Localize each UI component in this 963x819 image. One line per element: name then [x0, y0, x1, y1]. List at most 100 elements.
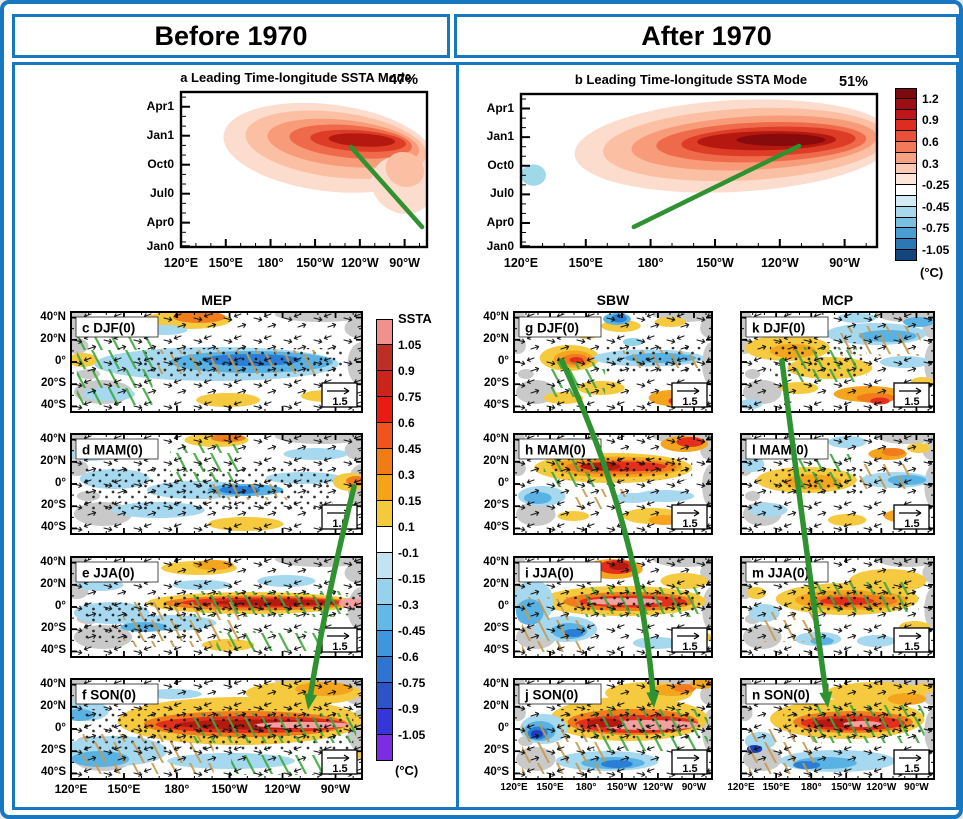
top-colorbar-segment — [895, 174, 917, 186]
top-colorbar-segment — [895, 206, 917, 218]
ssta-colorbar-tick: -0.1 — [398, 546, 419, 560]
map-column-title-MEP: MEP — [201, 292, 232, 308]
lat-tick-label: 40°S — [483, 644, 509, 657]
column-divider — [456, 62, 459, 810]
top-colorbar-segment — [895, 217, 917, 229]
ssta-colorbar-segment — [376, 371, 393, 397]
lon-tick-label: 150°W — [831, 782, 862, 793]
lat-tick-label: 0° — [55, 600, 66, 612]
top-colorbar-tick: -0.45 — [922, 199, 950, 214]
top-colorbar-tick: 0.9 — [922, 113, 939, 128]
lon-tick-label: 120°E — [500, 782, 528, 793]
panel-letter-season: e JJA(0) — [82, 566, 135, 581]
panel-label-box — [75, 561, 159, 583]
vector-reference-box — [893, 627, 930, 653]
axis-ticks — [180, 96, 421, 248]
ssta-colorbar-segment — [376, 735, 393, 761]
time-tick-label: Apr1 — [146, 98, 174, 113]
reference-arrow-icon — [899, 387, 922, 395]
time-tick-label: Apr0 — [486, 214, 514, 229]
ssta-colorbar-tick: 0.1 — [398, 520, 415, 534]
lat-tick-label: 40°N — [40, 310, 66, 323]
vector-reference-value: 1.5 — [332, 763, 347, 775]
vector-reference-box — [321, 749, 358, 775]
ssta-colorbar-segment — [376, 319, 393, 345]
map-panel-f: f SON(0) 1.5 — [70, 678, 363, 780]
lon-tick-label: 150°E — [536, 782, 564, 793]
ssta-colorbar-tick: -0.15 — [398, 572, 426, 586]
lat-tick-label: 0° — [55, 722, 66, 734]
lat-tick-label: 40°S — [40, 399, 66, 412]
map-panel-j: j SON(0) 1.5 — [513, 678, 713, 780]
time-tick-label: Oct0 — [487, 157, 514, 172]
ssta-colorbar-tick: 0.6 — [398, 416, 415, 430]
reference-arrow-icon — [899, 509, 922, 517]
lon-tick-label: 120°W — [760, 256, 799, 270]
panel-letter-season: g DJF(0) — [525, 321, 579, 336]
top-colorbar-segment — [895, 142, 917, 153]
lat-tick-label: 40°N — [483, 677, 509, 690]
lat-tick-label: 20°N — [483, 577, 509, 590]
lat-tick-label: 20°S — [40, 622, 66, 635]
lon-tick-label: 120°W — [642, 782, 673, 793]
vector-reference-value: 1.5 — [682, 763, 697, 775]
vector-reference-box — [671, 627, 708, 653]
vector-reference-value: 1.5 — [904, 396, 919, 408]
lon-tick-label: 180° — [257, 256, 284, 270]
header-after-label: After 1970 — [641, 20, 772, 51]
lon-tick-label: 150°W — [696, 256, 734, 270]
top-colorbar-segment — [895, 152, 917, 164]
ssta-colorbar-segment — [376, 657, 393, 683]
ssta-colorbar-segment — [376, 579, 393, 605]
reference-arrow-icon — [677, 754, 700, 762]
map-panel-n: n SON(0) 1.5 — [740, 678, 935, 780]
ssta-colorbar-tick: -0.45 — [398, 624, 426, 638]
top-colorbar-segment — [895, 185, 917, 196]
lat-tick-label: 20°N — [483, 454, 509, 467]
hovmoller-panel-b — [519, 92, 879, 249]
map-panel-d: d MAM(0) 1.5 — [70, 433, 363, 535]
lat-tick-label: 20°N — [483, 699, 509, 712]
lat-tick-label: 20°S — [40, 499, 66, 512]
lon-tick-label: 90°W — [389, 256, 420, 270]
top-colorbar-segment — [895, 196, 917, 207]
panel-letter-season: d MAM(0) — [82, 443, 143, 458]
reference-arrow-icon — [327, 387, 350, 395]
top-colorbar-segment — [895, 120, 917, 132]
vector-reference-box — [671, 382, 708, 408]
lon-tick-label: 90°W — [681, 782, 707, 793]
ssta-colorbar-segment — [376, 683, 393, 709]
lat-tick-label: 20°S — [483, 377, 509, 390]
map-content — [741, 679, 934, 779]
contour-blob — [328, 133, 395, 147]
reference-arrow-icon — [677, 387, 700, 395]
lat-tick-label: 0° — [55, 355, 66, 367]
panel-letter-season: c DJF(0) — [82, 321, 135, 336]
onset-tilt-line — [631, 143, 802, 230]
top-colorbar-segment — [895, 109, 917, 121]
map-panel-h: h MAM(0) 1.5 — [513, 433, 713, 535]
plot-frame — [179, 90, 429, 249]
vector-reference-value: 1.5 — [332, 518, 347, 530]
time-tick-label: Jan1 — [486, 129, 514, 144]
hovmoller-title-a: a Leading Time-longitude SSTA Mode — [180, 70, 412, 85]
time-tick-label: Jan1 — [146, 127, 174, 142]
hovmoller-title-b: b Leading Time-longitude SSTA Mode — [574, 72, 808, 87]
lat-tick-label: 40°N — [40, 555, 66, 568]
ssta-colorbar-segment — [376, 475, 393, 501]
ssta-colorbar-segment — [376, 423, 393, 449]
time-tick-label: Jul0 — [489, 186, 514, 201]
panel-label-box — [75, 316, 159, 338]
ssta-colorbar-tick: 0.15 — [398, 494, 422, 508]
vector-reference-value: 1.5 — [332, 396, 347, 408]
lon-tick-label: 180° — [164, 782, 190, 796]
lat-tick-label: 40°N — [40, 432, 66, 445]
header-after-1970: After 1970 — [454, 14, 959, 58]
variance-label-b: 51% — [839, 74, 869, 90]
lat-tick-label: 0° — [498, 355, 509, 367]
ssta-colorbar-tick: -0.9 — [398, 702, 419, 716]
map-column-title-SBW: SBW — [596, 292, 630, 308]
panel-letter-season: m JJA(0) — [752, 566, 809, 581]
panel-label-box — [75, 683, 159, 705]
ssta-colorbar-segment — [376, 709, 393, 735]
